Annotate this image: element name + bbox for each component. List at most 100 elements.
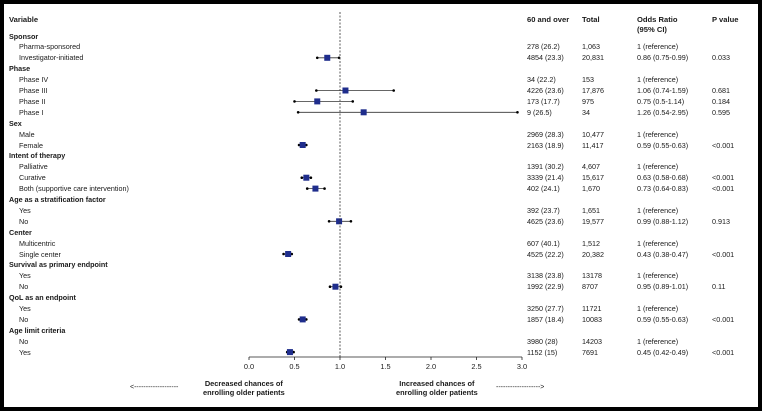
row-label: Yes bbox=[19, 271, 31, 281]
row-n60: 402 (24.1) bbox=[527, 184, 560, 194]
group-heading: Age as a stratification factor bbox=[9, 195, 106, 204]
estimate-marker bbox=[299, 316, 306, 323]
row-label: Single center bbox=[19, 249, 61, 259]
row-n60: 4854 (23.3) bbox=[527, 53, 564, 63]
row-n60: 4226 (23.6) bbox=[527, 86, 564, 95]
row-odds-ratio: 1.06 (0.74-1.59) bbox=[637, 86, 689, 95]
annotation-decreased-line2: enrolling older patients bbox=[203, 388, 285, 397]
row-label: Curative bbox=[19, 173, 46, 183]
row-odds-ratio: 0.45 (0.42-0.49) bbox=[637, 347, 689, 357]
row-p-value: <0.001 bbox=[712, 347, 735, 357]
row-label: Phase IV bbox=[19, 75, 49, 85]
row-total: 14203 bbox=[582, 336, 602, 346]
header-variable: Variable bbox=[9, 15, 39, 24]
row-label: Male bbox=[19, 129, 35, 139]
x-tick-label: 0.5 bbox=[289, 362, 299, 371]
row-n60: 1857 (18.4) bbox=[527, 314, 564, 324]
row-p-value: 0.595 bbox=[712, 107, 730, 117]
row-p-value: <0.001 bbox=[712, 249, 735, 259]
estimate-marker bbox=[324, 54, 331, 61]
row-n60: 392 (23.7) bbox=[527, 205, 560, 215]
estimate-marker bbox=[336, 218, 343, 225]
row-odds-ratio: 1 (reference) bbox=[637, 271, 679, 281]
estimate-marker bbox=[314, 98, 321, 105]
row-n60: 1391 (30.2) bbox=[527, 162, 564, 172]
ci-endpoint bbox=[349, 220, 353, 223]
row-odds-ratio: 1 (reference) bbox=[637, 162, 679, 172]
row-n60: 2969 (28.3) bbox=[527, 129, 564, 139]
ci-endpoint bbox=[305, 187, 309, 190]
group-heading: Age limit criteria bbox=[9, 325, 66, 335]
row-odds-ratio: 1 (reference) bbox=[637, 129, 679, 139]
header-p-value: P value bbox=[712, 15, 739, 24]
row-odds-ratio: 1 (reference) bbox=[637, 42, 679, 52]
x-tick-label: 1.5 bbox=[380, 362, 390, 371]
row-n60: 3250 (27.7) bbox=[527, 304, 564, 313]
row-p-value: <0.001 bbox=[712, 173, 735, 183]
group-heading: Intent of therapy bbox=[9, 151, 66, 161]
row-p-value: 0.184 bbox=[712, 96, 730, 106]
row-odds-ratio: 0.99 (0.88-1.12) bbox=[637, 216, 689, 226]
row-p-value: 0.11 bbox=[712, 282, 726, 292]
row-total: 1,512 bbox=[582, 238, 600, 248]
estimate-marker bbox=[286, 349, 293, 356]
ci-endpoint bbox=[351, 100, 355, 103]
ci-endpoint bbox=[323, 187, 326, 190]
estimate-marker bbox=[285, 251, 292, 257]
row-label: Palliative bbox=[19, 162, 48, 172]
row-n60: 4525 (22.2) bbox=[527, 249, 564, 259]
group-heading: Center bbox=[9, 227, 32, 237]
arrow-left: <------------------- bbox=[130, 384, 179, 391]
ci-endpoint bbox=[328, 285, 332, 289]
x-tick-label: 2.0 bbox=[426, 362, 436, 371]
group-heading: QoL as an endpoint bbox=[9, 293, 76, 303]
row-label: Yes bbox=[19, 205, 31, 215]
row-odds-ratio: 0.75 (0.5-1.14) bbox=[637, 96, 685, 106]
row-odds-ratio: 0.43 (0.38-0.47) bbox=[637, 249, 689, 259]
row-label: Investigator-initiated bbox=[19, 53, 84, 63]
row-total: 1,063 bbox=[582, 42, 600, 52]
row-label: Phase III bbox=[19, 86, 48, 95]
row-label: Pharma-sponsored bbox=[19, 42, 81, 52]
row-odds-ratio: 0.95 (0.89-1.01) bbox=[637, 282, 689, 292]
row-n60: 173 (17.7) bbox=[527, 96, 560, 106]
header-odds-ratio-ci: (95% CI) bbox=[637, 25, 667, 34]
x-tick-label: 3.0 bbox=[517, 362, 527, 371]
row-label: Yes bbox=[19, 347, 31, 357]
row-p-value: 0.681 bbox=[712, 86, 730, 95]
ci-endpoint bbox=[293, 100, 296, 103]
row-label: No bbox=[19, 314, 29, 324]
ci-endpoint bbox=[315, 56, 319, 60]
row-n60: 1992 (22.9) bbox=[527, 282, 564, 292]
header-odds-ratio: Odds Ratio bbox=[637, 15, 678, 24]
row-label: No bbox=[19, 282, 29, 292]
row-odds-ratio: 0.86 (0.75-0.99) bbox=[637, 53, 689, 63]
ci-endpoint bbox=[327, 220, 331, 223]
estimate-marker bbox=[312, 185, 319, 192]
row-n60: 3339 (21.4) bbox=[527, 173, 564, 183]
row-odds-ratio: 0.63 (0.58-0.68) bbox=[637, 173, 689, 183]
row-total: 13178 bbox=[582, 271, 602, 281]
row-total: 34 bbox=[582, 107, 590, 117]
row-total: 20,382 bbox=[582, 249, 604, 259]
row-total: 8707 bbox=[582, 282, 598, 292]
row-odds-ratio: 1 (reference) bbox=[637, 336, 679, 346]
arrow-right: -------------------> bbox=[496, 384, 545, 391]
estimate-marker bbox=[299, 142, 306, 148]
row-total: 10083 bbox=[582, 314, 602, 324]
ci-endpoint bbox=[296, 111, 300, 114]
row-p-value: 0.913 bbox=[712, 216, 730, 226]
row-odds-ratio: 0.59 (0.55-0.63) bbox=[637, 140, 689, 150]
row-p-value: <0.001 bbox=[712, 140, 735, 150]
row-odds-ratio: 1.26 (0.54-2.95) bbox=[637, 107, 689, 117]
annotation-decreased: Decreased chances of enrolling older pat… bbox=[203, 379, 285, 397]
row-total: 7691 bbox=[582, 347, 598, 357]
row-p-value: 0.033 bbox=[712, 53, 730, 63]
row-label: Multicentric bbox=[19, 238, 56, 248]
row-odds-ratio: 0.59 (0.55-0.63) bbox=[637, 314, 689, 324]
row-label: Both (supportive care intervention) bbox=[19, 184, 129, 194]
group-heading: Phase bbox=[9, 64, 31, 74]
row-n60: 34 (22.2) bbox=[527, 75, 556, 85]
ci-endpoint bbox=[392, 89, 395, 92]
row-n60: 607 (40.1) bbox=[527, 238, 560, 248]
